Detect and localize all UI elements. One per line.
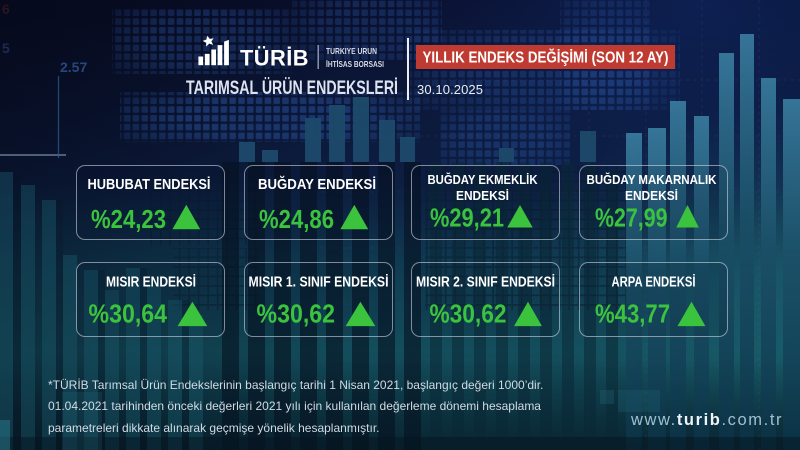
svg-text:HUBUBAT ENDEKSİ: HUBUBAT ENDEKSİ [88, 175, 211, 192]
svg-text:%30,62: %30,62 [430, 299, 507, 329]
svg-text:MISIR 2. SINIF ENDEKSİ: MISIR 2. SINIF ENDEKSİ [416, 274, 555, 291]
svg-text:%30,64: %30,64 [89, 299, 168, 329]
svg-text:MISIR ENDEKSİ: MISIR ENDEKSİ [106, 274, 196, 291]
svg-text:ARPA ENDEKSİ: ARPA ENDEKSİ [612, 274, 696, 291]
svg-text:YILLIK ENDEKS DEĞİŞİMİ (SON 12: YILLIK ENDEKS DEĞİŞİMİ (SON 12 AY) [423, 48, 669, 66]
svg-text:%24,86: %24,86 [259, 203, 334, 233]
svg-text:BUĞDAY ENDEKSİ: BUĞDAY ENDEKSİ [258, 174, 376, 192]
svg-text:TURKIYE URUN: TURKIYE URUN [326, 46, 377, 56]
svg-text:2.57: 2.57 [60, 59, 87, 75]
svg-text:5: 5 [2, 40, 10, 56]
svg-text:MISIR 1. SINIF ENDEKSİ: MISIR 1. SINIF ENDEKSİ [248, 274, 388, 291]
svg-text:TÜRİB: TÜRİB [240, 46, 309, 71]
svg-text:6: 6 [2, 1, 10, 17]
svg-text:BUĞDAY MAKARNALIK: BUĞDAY MAKARNALIK [587, 171, 718, 186]
svg-text:%43,77: %43,77 [595, 299, 670, 329]
svg-text:ENDEKSİ: ENDEKSİ [456, 188, 509, 203]
svg-text:ENDEKSİ: ENDEKSİ [625, 188, 678, 203]
svg-text:BUĞDAY EKMEKLİK: BUĞDAY EKMEKLİK [428, 171, 539, 186]
svg-text:TARIMSAL ÜRÜN ENDEKSLERİ: TARIMSAL ÜRÜN ENDEKSLERİ [186, 77, 398, 99]
svg-text:%27,99: %27,99 [595, 202, 668, 232]
svg-text:İHTİSAS BORSASI: İHTİSAS BORSASI [326, 59, 384, 69]
svg-text:%30,62: %30,62 [256, 299, 335, 329]
svg-text:%29,21: %29,21 [430, 202, 504, 232]
svg-text:%24,23: %24,23 [91, 203, 166, 233]
